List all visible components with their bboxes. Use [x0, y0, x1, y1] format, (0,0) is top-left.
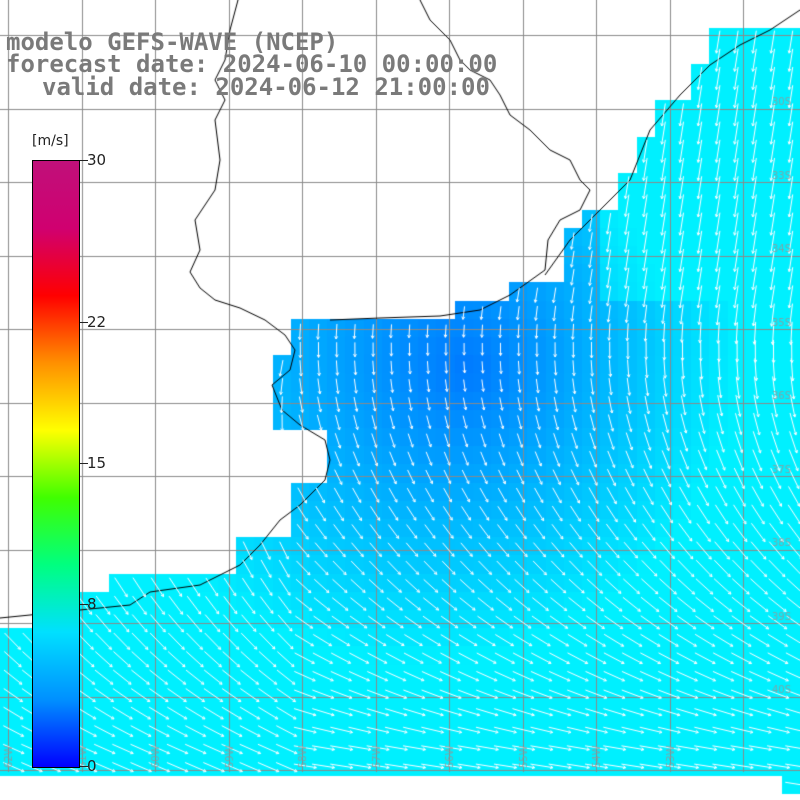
colorbar-unit: [m/s] [32, 133, 69, 149]
colorbar-tick-label: 22 [87, 312, 107, 331]
model-title: modelo GEFS-WAVE (NCEP) [6, 28, 339, 56]
colorbar-tick-label: 0 [87, 757, 97, 775]
forecast-date: forecast date: 2024-06-10 00:00:00 [6, 50, 498, 78]
colorbar-tick-mark [80, 463, 88, 464]
colorbar-tick-mark [80, 604, 88, 606]
colorbar-tick-label: 8 [87, 595, 97, 614]
colorbar-tick-mark [80, 766, 88, 767]
colorbar-tick-label: 30 [87, 151, 107, 169]
colorbar-tick-mark [80, 160, 88, 161]
colorbar-tick-label: 15 [87, 454, 107, 472]
colorbar-tick-mark [80, 321, 88, 323]
colorbar [32, 160, 80, 768]
valid-date: valid date: 2024-06-12 21:00:00 [42, 73, 490, 101]
